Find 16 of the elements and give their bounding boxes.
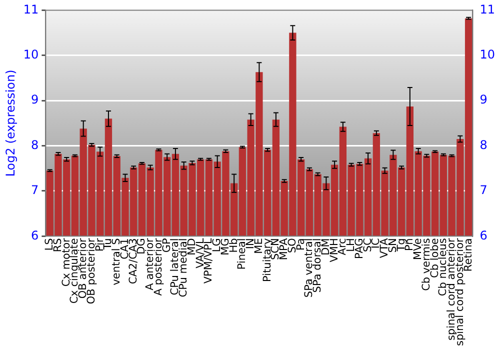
y2-tick-label: 8 xyxy=(480,138,488,152)
y-tick-label: 9 xyxy=(31,92,39,107)
y2-tick-label: 9 xyxy=(480,92,488,107)
y2-tick-label: 6 xyxy=(480,228,488,242)
y-tick-label: 11 xyxy=(23,2,39,16)
y-tick-label: 7 xyxy=(31,183,39,198)
y2-tick-label: 10 xyxy=(480,48,496,62)
y2-tick-label: 11 xyxy=(480,2,496,16)
x-tick-label: Pituitary xyxy=(261,238,274,282)
x-tick-label: Retina xyxy=(462,238,474,272)
x-tick-label: Tg xyxy=(395,238,408,252)
y-tick-label: 10 xyxy=(23,48,39,62)
y-tick-label: 8 xyxy=(31,138,39,152)
y-tick-label: 6 xyxy=(31,228,39,242)
y2-tick-label: 7 xyxy=(480,183,488,198)
y-axis-title: Log2 (expression) xyxy=(3,70,18,177)
